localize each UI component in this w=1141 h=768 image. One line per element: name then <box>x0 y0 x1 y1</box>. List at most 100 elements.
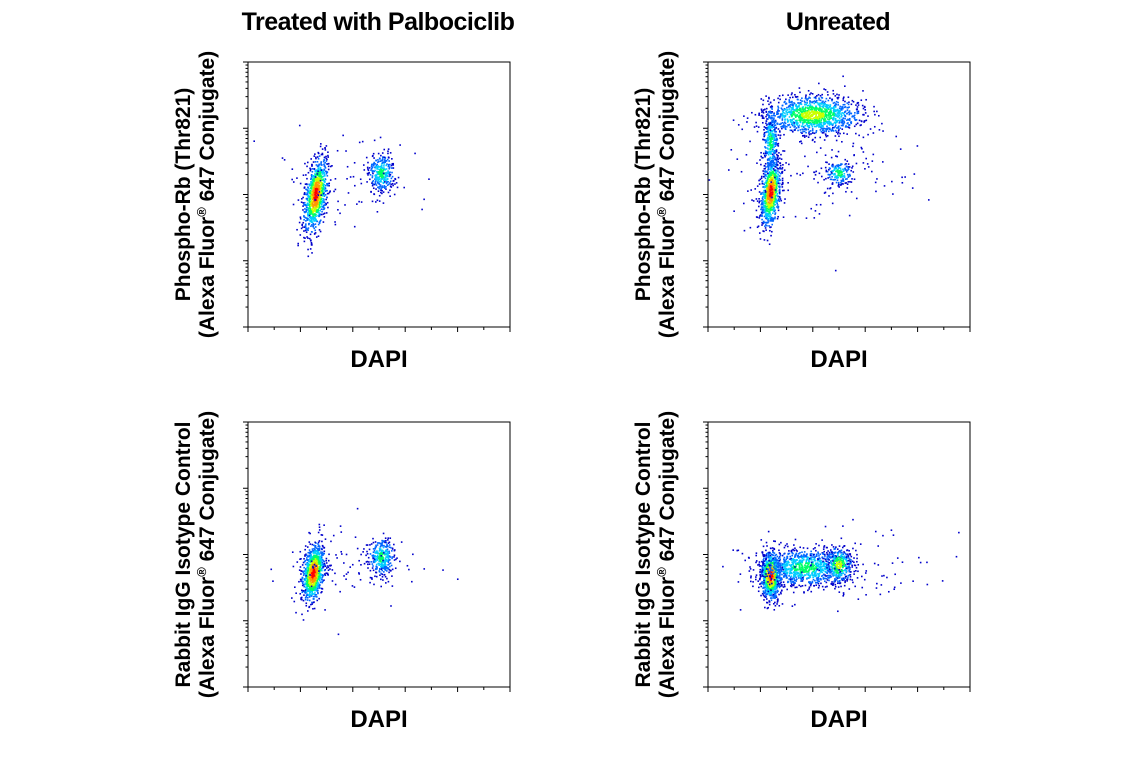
event-dot <box>800 112 803 115</box>
event-dot <box>839 175 841 177</box>
event-dot <box>772 134 775 137</box>
event-dot <box>770 131 772 133</box>
event-dot <box>304 568 307 570</box>
event-dot <box>767 176 769 179</box>
event-dot <box>314 232 317 234</box>
event-dot <box>360 182 363 185</box>
event-dot <box>791 121 793 124</box>
event-dot <box>788 101 791 104</box>
event-dot <box>760 192 763 194</box>
event-dot <box>814 112 816 115</box>
event-dot <box>319 168 321 170</box>
event-dot <box>848 112 851 114</box>
event-dot <box>312 218 315 221</box>
event-dot <box>834 125 836 128</box>
event-dot <box>815 120 817 123</box>
event-dot <box>771 230 773 233</box>
event-dot <box>837 174 840 176</box>
event-dot <box>741 128 744 131</box>
event-dot <box>321 581 324 584</box>
event-dot <box>830 156 833 159</box>
event-dot <box>812 106 815 109</box>
event-dot <box>771 174 774 176</box>
event-dot <box>830 170 832 173</box>
event-dot <box>840 183 843 186</box>
event-dot <box>315 213 317 216</box>
event-dot <box>323 156 326 159</box>
event-dot <box>763 167 766 170</box>
event-dot <box>308 567 310 569</box>
event-dot <box>841 120 843 123</box>
event-dot <box>313 200 315 203</box>
event-dot <box>799 174 802 176</box>
event-dot <box>326 163 329 165</box>
event-dot <box>818 121 821 123</box>
event-dot <box>304 555 306 557</box>
event-dot <box>833 101 836 104</box>
event-dot <box>815 115 817 118</box>
event-dot <box>769 162 772 165</box>
event-dot <box>820 96 823 99</box>
event-dot <box>777 116 779 118</box>
event-dot <box>317 585 320 588</box>
event-dot <box>798 87 801 89</box>
event-dot <box>798 115 801 118</box>
event-dot <box>764 200 766 202</box>
event-dot <box>317 211 320 214</box>
event-dot <box>829 187 832 189</box>
event-dot <box>803 134 806 137</box>
event-dot <box>310 582 312 585</box>
event-dot <box>339 212 341 215</box>
event-dot <box>784 124 786 127</box>
event-dot <box>305 604 308 607</box>
event-dot <box>317 179 320 182</box>
event-dot <box>770 159 773 162</box>
event-dot <box>323 194 325 197</box>
event-dot <box>325 212 328 214</box>
event-dot <box>843 103 846 106</box>
event-dot <box>807 165 809 168</box>
event-dot <box>763 154 766 157</box>
event-dot <box>324 190 327 192</box>
event-dot <box>322 170 324 173</box>
event-dot <box>325 160 328 162</box>
event-dot <box>834 106 837 108</box>
event-dot <box>813 125 816 128</box>
event-dot <box>299 592 302 595</box>
event-dot <box>826 187 829 190</box>
event-dot <box>311 224 313 226</box>
event-dot <box>771 121 774 123</box>
event-dot <box>312 206 314 208</box>
event-dot <box>325 559 327 562</box>
event-dot <box>371 163 373 166</box>
event-dot <box>782 182 784 184</box>
event-dot <box>794 114 797 117</box>
event-dot <box>766 221 769 224</box>
plot-frame <box>247 61 511 328</box>
event-dot <box>310 565 313 567</box>
event-dot <box>809 106 812 108</box>
event-dot <box>301 598 303 601</box>
event-dot <box>317 235 320 237</box>
event-dot <box>802 130 804 133</box>
event-dot <box>815 109 818 112</box>
event-dot <box>842 97 845 100</box>
event-dot <box>761 182 764 185</box>
event-dot <box>825 97 828 100</box>
event-dot <box>380 186 382 188</box>
event-dot <box>314 223 317 225</box>
event-dot <box>769 179 772 181</box>
event-dot <box>765 175 768 177</box>
event-dot <box>828 108 830 111</box>
event-dot <box>316 169 318 172</box>
event-dot <box>760 208 762 211</box>
event-dot <box>831 182 834 184</box>
event-dot <box>770 140 772 143</box>
event-dot <box>318 222 321 225</box>
event-dot <box>315 191 318 193</box>
event-dot <box>834 269 837 272</box>
event-dot <box>314 229 317 232</box>
event-dot <box>327 168 330 171</box>
event-dot <box>772 161 775 163</box>
event-dot <box>313 220 315 222</box>
